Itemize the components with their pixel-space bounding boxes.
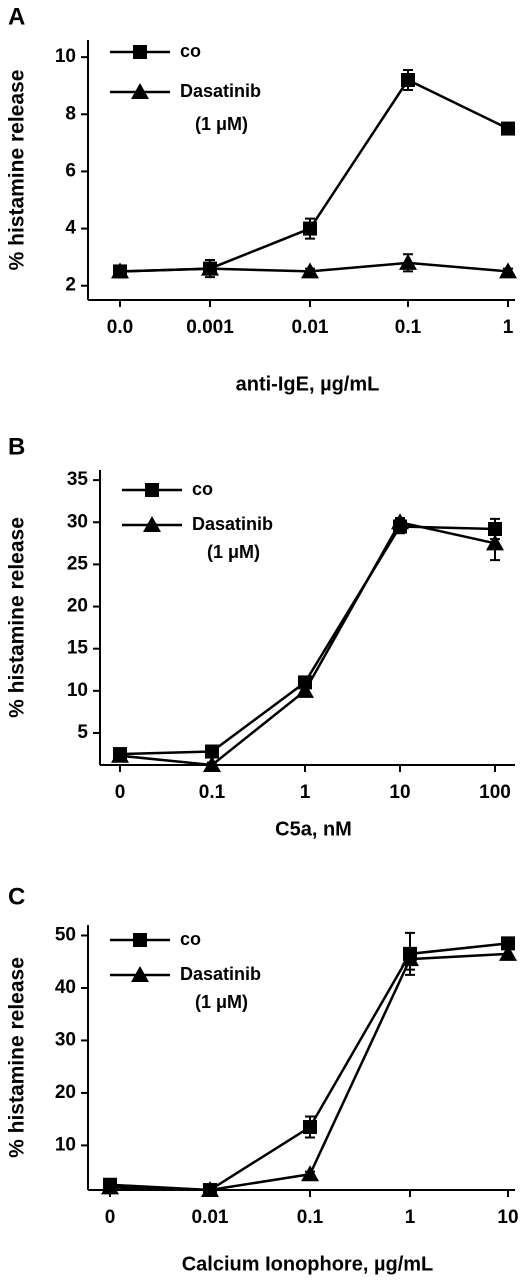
- x-tick-label: 0.001: [186, 317, 234, 338]
- legend-label: co: [180, 929, 201, 949]
- marker: [201, 259, 219, 276]
- marker: [501, 936, 515, 951]
- marker: [131, 966, 149, 982]
- legend-label: Dasatinib: [192, 514, 273, 534]
- x-tick-label: 0.01: [192, 1207, 229, 1228]
- panel-label: B: [8, 433, 25, 460]
- series-line: [119, 525, 496, 756]
- y-tick-label: 20: [55, 1082, 76, 1103]
- x-tick-label: 1: [503, 317, 514, 338]
- legend-label: Dasatinib: [180, 964, 261, 984]
- marker: [301, 1165, 319, 1182]
- y-tick-label: 4: [65, 218, 76, 239]
- y-tick-label: 5: [77, 722, 88, 743]
- y-tick-label: 8: [65, 103, 76, 124]
- marker: [303, 221, 317, 236]
- marker: [399, 253, 417, 270]
- y-tick-label: 50: [55, 925, 76, 946]
- y-tick-label: 25: [67, 553, 89, 574]
- x-tick-label: 0.0: [107, 317, 133, 338]
- x-tick-label: 100: [479, 782, 511, 803]
- marker: [499, 262, 517, 279]
- x-tick-label: 0.01: [292, 317, 329, 338]
- x-axis-label: Calcium Ionophore, µg/mL: [182, 1253, 434, 1275]
- marker: [501, 121, 515, 136]
- y-tick-label: 2: [65, 275, 76, 296]
- legend-note: (1 μM): [195, 992, 248, 1012]
- x-tick-label: 0.1: [395, 317, 422, 338]
- marker: [401, 950, 419, 967]
- x-tick-label: 0: [115, 782, 126, 803]
- x-tick-label: 0.1: [199, 782, 226, 803]
- marker: [296, 681, 314, 698]
- marker: [201, 1181, 219, 1197]
- series-line: [109, 942, 509, 1192]
- marker: [499, 944, 517, 961]
- x-tick-label: 1: [405, 1207, 416, 1228]
- series-line: [109, 952, 509, 1192]
- marker: [133, 45, 147, 59]
- legend-note: (1 μM): [195, 114, 248, 134]
- y-tick-label: 10: [67, 680, 88, 701]
- marker: [111, 262, 129, 279]
- x-tick-label: 0: [105, 1207, 116, 1228]
- panel-label: A: [8, 3, 25, 30]
- y-axis-label: % histamine release: [6, 957, 29, 1158]
- y-tick-label: 40: [55, 977, 76, 998]
- x-tick-label: 10: [389, 782, 410, 803]
- y-tick-label: 30: [55, 1029, 76, 1050]
- y-axis-label: % histamine release: [6, 70, 29, 271]
- marker: [391, 513, 409, 530]
- marker: [133, 933, 147, 947]
- marker: [143, 516, 161, 532]
- y-tick-label: 35: [67, 469, 89, 490]
- y-tick-label: 10: [55, 46, 76, 67]
- marker: [205, 744, 219, 759]
- legend-label: co: [192, 479, 213, 499]
- marker: [101, 1178, 119, 1195]
- x-axis-label: anti-IgE, µg/mL: [236, 373, 380, 395]
- series-line: [119, 78, 509, 273]
- marker: [301, 262, 319, 279]
- legend-label: co: [180, 41, 201, 61]
- marker: [303, 1120, 317, 1135]
- panel-label: C: [8, 883, 25, 910]
- x-tick-label: 1: [300, 782, 311, 803]
- x-tick-label: 10: [497, 1207, 518, 1228]
- marker: [145, 483, 159, 497]
- y-tick-label: 30: [67, 511, 88, 532]
- marker: [401, 73, 415, 87]
- series-line: [119, 520, 496, 767]
- marker: [486, 534, 504, 551]
- y-tick-label: 6: [65, 160, 76, 181]
- y-axis-label: % histamine release: [6, 517, 29, 718]
- legend-note: (1 μM): [207, 542, 260, 562]
- y-tick-label: 15: [67, 638, 89, 659]
- legend-label: Dasatinib: [180, 81, 261, 101]
- y-tick-label: 10: [55, 1134, 76, 1155]
- x-axis-label: C5a, nM: [275, 818, 352, 840]
- marker: [203, 756, 221, 772]
- x-tick-label: 0.1: [297, 1207, 324, 1228]
- marker: [131, 83, 149, 99]
- y-tick-label: 20: [67, 596, 88, 617]
- marker: [111, 746, 129, 763]
